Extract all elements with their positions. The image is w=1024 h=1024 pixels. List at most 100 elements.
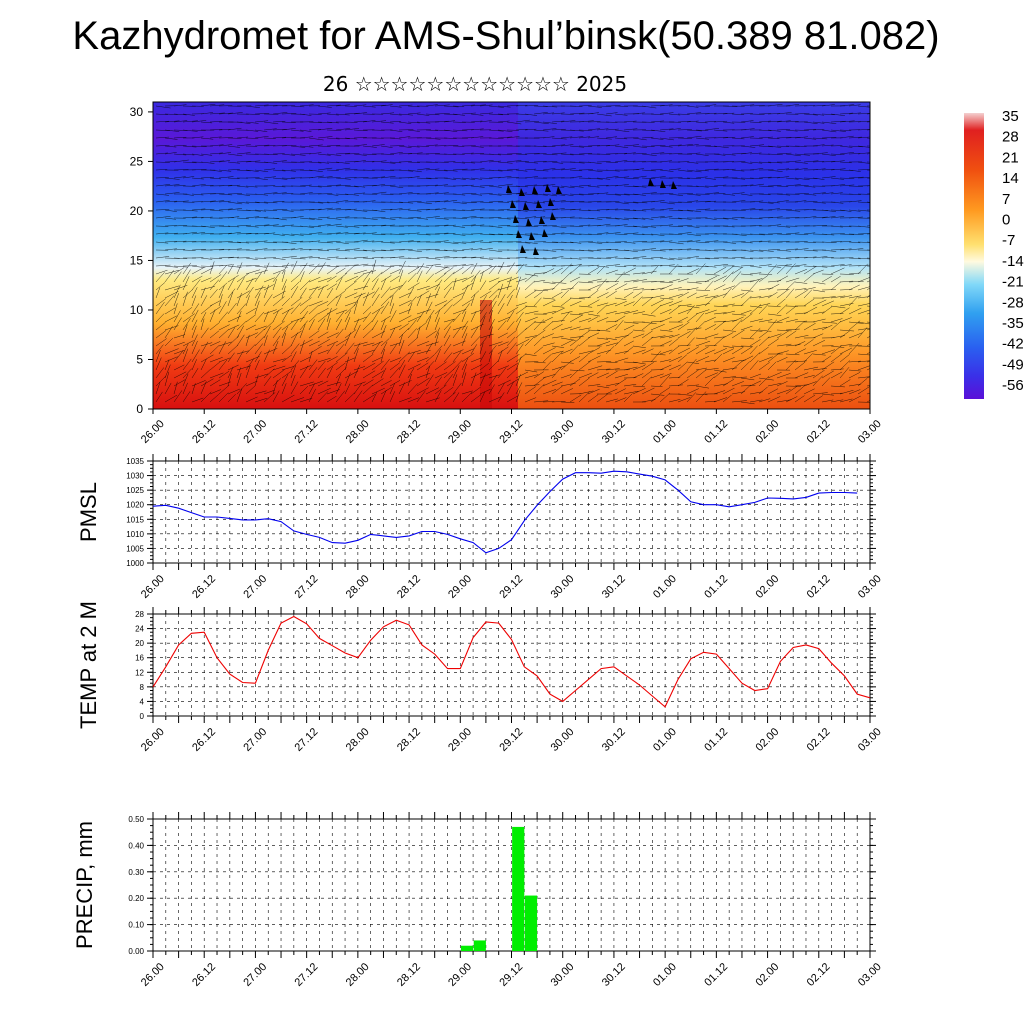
wind-barb: [155, 330, 167, 339]
wind-barb: [569, 129, 584, 132]
wind-barb: [776, 399, 792, 403]
wind-barb: [641, 321, 657, 325]
wind-barb: [452, 382, 462, 395]
wind-barb: [389, 367, 400, 379]
wind-barb: [695, 176, 708, 179]
wind-barb: [236, 292, 242, 307]
wind-barb: [596, 209, 610, 211]
wind-barb: [542, 379, 557, 387]
wind-barb: [245, 278, 254, 291]
wind-barb: [155, 313, 165, 323]
wind-barb: [488, 288, 500, 299]
wind-barb: [218, 176, 234, 179]
wind-barb: [794, 321, 805, 331]
wind-barb: [758, 303, 771, 307]
wind-barb: [740, 295, 752, 307]
wind-barb: [335, 362, 346, 371]
wind-barb: [254, 144, 270, 147]
wind-barb: [632, 168, 645, 171]
wind-barb: [344, 301, 357, 307]
wind-barb: [641, 399, 656, 403]
wind-barb: [821, 296, 836, 299]
wind-barb: [641, 136, 654, 139]
wind-barb: [866, 153, 870, 155]
wind-barb: [461, 215, 477, 219]
wind-barb: [578, 193, 594, 195]
wind-barb: [803, 216, 817, 219]
wind-barb: [470, 120, 483, 123]
wind-barb: [371, 256, 384, 259]
wind-barb: [371, 293, 380, 307]
wind-barb: [335, 328, 344, 339]
wind-barb: [443, 326, 451, 339]
wind-barb: [659, 145, 673, 148]
chart-title: Kazhydromet for AMS-Shul’binsk(50.389 81…: [72, 14, 940, 58]
wind-barb: [389, 295, 394, 307]
wind-barb: [713, 137, 729, 139]
wind-barb: [758, 362, 770, 371]
wind-barb: [515, 276, 522, 291]
wind-barb: [371, 209, 386, 213]
wind-barb: [524, 336, 535, 347]
wind-barb: [488, 277, 500, 283]
wind-barb-flag: [556, 186, 562, 194]
wind-barb: [650, 385, 663, 387]
wind-barb: [371, 104, 387, 107]
wind-barb: [209, 361, 221, 371]
wind-barb: [281, 354, 293, 363]
wind-barb: [326, 395, 337, 403]
wind-barb: [587, 185, 600, 188]
wind-barb: [236, 310, 242, 323]
wind-barb: [461, 161, 476, 164]
wind-barb: [362, 270, 377, 275]
wind-barb: [830, 267, 845, 275]
wind-barb: [209, 389, 222, 395]
wind-barb: [425, 330, 437, 339]
wind-barb: [731, 345, 744, 347]
wind-barb: [173, 381, 178, 395]
wind-barb: [542, 333, 554, 339]
wind-barb: [551, 345, 565, 348]
wind-barb: [641, 387, 655, 395]
wind-barb: [587, 267, 600, 275]
wind-barb: [524, 384, 540, 387]
wind-barb: [632, 233, 645, 235]
wind-barb: [866, 265, 870, 267]
wind-barb: [371, 387, 385, 395]
wind-barb: [263, 325, 271, 339]
wind-barb: [722, 387, 735, 395]
wind-barb: [182, 340, 194, 347]
wind-barb: [533, 289, 549, 292]
wind-barb: [326, 332, 339, 339]
wind-barb: [695, 257, 710, 260]
wind-barb-flag: [529, 232, 535, 240]
wind-barb: [704, 217, 717, 220]
wind-barb: [866, 185, 870, 187]
wind-barb: [344, 264, 359, 267]
wind-barb: [362, 240, 375, 243]
wind-barb: [551, 366, 562, 379]
wind-barb: [812, 129, 825, 131]
wind-barb: [353, 293, 363, 307]
wind-barb: [722, 153, 736, 156]
wind-barb: [317, 331, 329, 339]
wind-barb-flag: [526, 218, 532, 226]
y-axis-label: TEMP at 2 M: [76, 601, 101, 729]
wind-barb: [695, 391, 707, 403]
wind-barb: [794, 269, 808, 275]
wind-barb: [650, 395, 661, 403]
wind-barb: [524, 216, 537, 219]
wind-barb: [263, 168, 276, 171]
wind-barb: [470, 344, 478, 355]
wind-barb: [704, 372, 718, 379]
wind-barb: [587, 136, 600, 139]
wind-barb: [524, 397, 537, 403]
wind-barb: [497, 208, 510, 211]
wind-barb: [227, 153, 243, 157]
wind-barb: [344, 357, 356, 363]
wind-barb: [803, 265, 817, 275]
wind-barb: [722, 265, 735, 275]
wind-barb: [191, 129, 206, 131]
wind-barb: [623, 185, 639, 188]
wind-barb: [785, 248, 798, 251]
